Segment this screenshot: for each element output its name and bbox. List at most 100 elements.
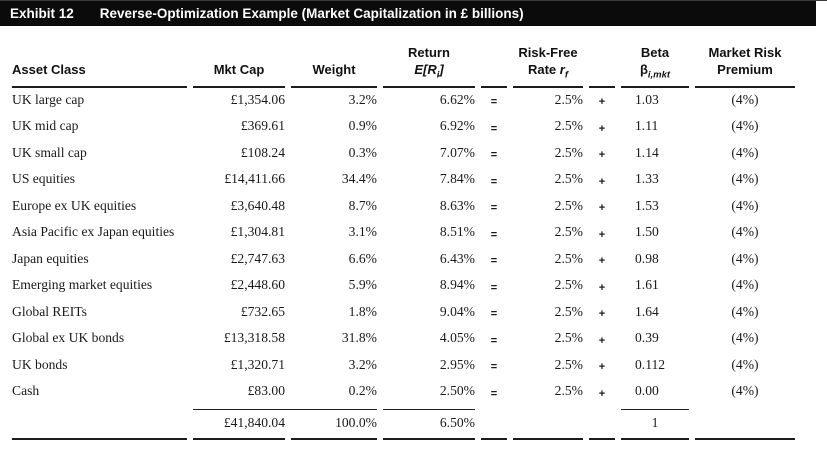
cell-asset-class: Emerging market equities [12,277,153,292]
equals-sign: = [490,149,498,161]
cell-return: 6.92% [439,118,475,133]
beta-overline [621,406,689,410]
cell-mkt-cap: £1,304.81 [230,224,285,239]
plus-sign: + [598,361,606,373]
equals-sign: = [490,175,498,188]
cell-return: 8.51% [439,224,475,239]
cell-beta: 1.50 [635,224,659,239]
plus-sign: + [598,281,606,294]
plus-sign: + [598,202,606,214]
cell-market-risk-premium: (4%) [731,224,759,239]
cell-market-risk-premium: (4%) [731,250,759,266]
cell-return: 7.84% [439,171,475,186]
exhibit-title-bar: Exhibit 12 Reverse-Optimization Example (… [0,1,816,26]
cell-beta: 1.64 [635,303,659,319]
cell-return: 7.07% [439,144,475,160]
cell-return: 9.04% [439,303,475,319]
cell-risk-free-rate: 2.5% [554,303,583,319]
mktcap-weight-overline [193,406,377,410]
cell-mkt-cap: £2,747.63 [230,250,285,266]
table-row: Global ex UK bonds £13,318.58 31.8% 4.05… [12,327,795,354]
cell-risk-free-rate: 2.5% [554,197,583,213]
equals-sign: = [490,334,498,347]
cell-mkt-cap: £369.61 [240,118,285,133]
beta-symbol: βi,mkt [639,62,671,81]
cell-return: 2.95% [439,356,475,372]
cell-mkt-cap: £83.00 [247,383,285,398]
cell-mkt-cap: £732.65 [240,303,285,319]
cell-beta: 1.61 [635,277,659,292]
plus-sign: + [598,228,606,241]
cell-risk-free-rate: 2.5% [554,277,583,292]
cell-risk-free-rate: 2.5% [554,250,583,266]
cell-return: 6.43% [439,250,475,266]
col-header-mkt-cap: Mkt Cap [193,40,285,88]
cell-beta: 0.112 [635,356,666,372]
equals-sign: = [490,361,498,373]
equals-sign: = [490,255,498,267]
cell-weight: 34.4% [341,171,377,186]
table-row: Japan equities £2,747.63 6.6% 6.43% = 2.… [12,247,795,274]
cell-mkt-cap: £1,320.71 [230,356,285,372]
cell-market-risk-premium: (4%) [731,356,759,372]
table-row: US equities £14,411.66 34.4% 7.84% = 2.5… [12,168,795,195]
cell-return: 2.50% [439,383,475,398]
return-symbol: E[Ri] [414,62,444,81]
cell-mkt-cap: £2,448.60 [230,277,285,292]
cell-market-risk-premium: (4%) [731,277,759,292]
cell-asset-class: UK mid cap [12,118,79,133]
cell-asset-class: Global REITs [12,303,87,319]
cell-beta: 0.39 [635,330,659,345]
cell-asset-class: US equities [12,171,76,186]
reverse-optimization-table: Asset Class Mkt Cap Weight Return E[Ri] … [6,40,801,449]
table-row: Cash £83.00 0.2% 2.50% = 2.5% + 0.00 (4%… [12,380,795,407]
table-row: Global REITs £732.65 1.8% 9.04% = 2.5% +… [12,300,795,327]
cell-risk-free-rate: 2.5% [554,144,583,160]
cell-market-risk-premium: (4%) [731,303,759,319]
total-weight: 100.0% [335,415,377,430]
cell-risk-free-rate: 2.5% [554,383,583,398]
cell-weight: 31.8% [341,330,377,345]
table-row: UK large cap £1,354.06 3.2% 6.62% = 2.5%… [12,88,795,115]
equals-sign: = [490,387,498,400]
cell-risk-free-rate: 2.5% [554,171,583,186]
cell-risk-free-rate: 2.5% [554,330,583,345]
cell-risk-free-rate: 2.5% [554,224,583,239]
col-header-plus [589,40,615,88]
total-beta: 1 [651,415,659,430]
table-row: Asia Pacific ex Japan equities £1,304.81… [12,221,795,248]
equals-sign: = [490,96,498,108]
cell-beta: 1.33 [635,171,659,186]
plus-sign: + [598,387,606,400]
cell-weight: 1.8% [348,303,377,319]
col-header-asset-class: Asset Class [12,40,187,88]
cell-asset-class: Cash [12,383,40,398]
cell-weight: 3.2% [348,91,377,107]
plus-sign: + [598,308,606,320]
cell-mkt-cap: £108.24 [240,144,285,160]
cell-weight: 5.9% [348,277,377,292]
cell-beta: 1.53 [635,197,659,213]
table-row: Emerging market equities £2,448.60 5.9% … [12,274,795,301]
cell-beta: 0.98 [635,250,659,266]
cell-asset-class: Europe ex UK equities [12,197,137,213]
col-header-beta: Beta βi,mkt [621,40,689,88]
cell-risk-free-rate: 2.5% [554,356,583,372]
total-mkt-cap: £41,840.04 [223,415,285,430]
cell-beta: 0.00 [635,383,659,398]
cell-weight: 3.2% [348,356,377,372]
total-return: 6.50% [439,415,475,430]
cell-market-risk-premium: (4%) [731,330,759,345]
equals-sign: = [490,228,498,241]
risk-free-symbol: Rate rf [527,62,569,81]
cell-asset-class: Asia Pacific ex Japan equities [12,224,175,239]
header-row: Asset Class Mkt Cap Weight Return E[Ri] … [12,40,795,88]
cell-weight: 0.2% [348,383,377,398]
return-overline [383,406,475,410]
col-header-equals [481,40,507,88]
cell-asset-class: UK large cap [12,91,85,107]
cell-mkt-cap: £3,640.48 [230,197,285,213]
exhibit-title: Reverse-Optimization Example (Market Cap… [99,6,524,21]
cell-return: 6.62% [439,91,475,107]
cell-risk-free-rate: 2.5% [554,118,583,133]
